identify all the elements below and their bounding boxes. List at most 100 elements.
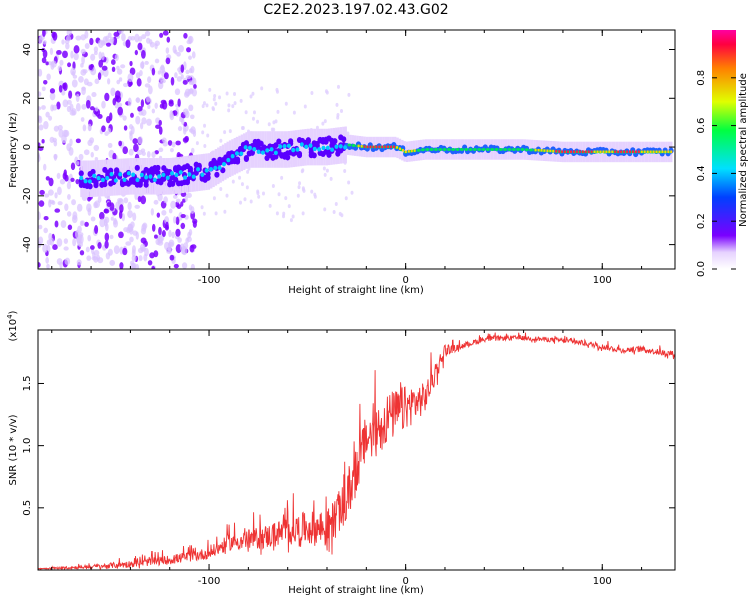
ridge-core (256, 149, 261, 155)
spectrogram-ytick-label: 20 (22, 92, 33, 105)
noise-dot (167, 245, 173, 254)
ridge-core (122, 177, 127, 183)
noise-dot (42, 40, 47, 45)
noise-dot (310, 90, 314, 95)
noise-dot (97, 257, 104, 264)
ridge-peak (569, 150, 572, 153)
noise-dot (344, 196, 348, 201)
noise-dot (169, 254, 175, 261)
noise-dot (323, 119, 327, 124)
ridge-peak (602, 150, 605, 153)
noise-dot (214, 211, 218, 216)
noise-dot (98, 51, 103, 60)
noise-dot (110, 216, 114, 221)
noise-dot (181, 118, 185, 126)
noise-dot (159, 32, 164, 38)
noise-dot (56, 101, 61, 110)
ridge-halo (285, 131, 288, 168)
ridge-core (468, 148, 473, 151)
noise-dot (284, 196, 288, 201)
noise-dot (120, 64, 126, 69)
noise-dot (88, 64, 94, 71)
noise-dot (93, 51, 98, 56)
noise-dot (132, 212, 137, 222)
noise-dot (172, 194, 178, 199)
spectrogram-frame (37, 29, 676, 270)
noise-dot (141, 151, 146, 156)
noise-dot (176, 76, 182, 82)
noise-dot (325, 168, 329, 173)
figure-title: C2E2.2023.197.02.43.G02 (263, 2, 448, 18)
noise-dot (268, 203, 272, 208)
noise-dot (93, 249, 100, 256)
ridge-core (157, 174, 162, 179)
noise-dot (181, 262, 188, 269)
noise-dot (284, 101, 288, 106)
noise-dot (80, 117, 85, 122)
ridge-core (174, 172, 179, 178)
ridge-blob (311, 152, 317, 159)
noise-dot (49, 88, 56, 94)
noise-dot (123, 197, 129, 204)
noise-dot (138, 255, 143, 262)
noise-dot (112, 98, 117, 106)
noise-dot (272, 120, 276, 125)
ridge-core (308, 143, 313, 148)
noise-dot (101, 65, 108, 71)
noise-dot (57, 124, 63, 131)
noise-dot (192, 220, 197, 228)
noise-dot (175, 228, 181, 237)
noise-dot (188, 204, 193, 211)
noise-dot (48, 177, 54, 187)
noise-dot (151, 67, 156, 76)
noise-dot (135, 97, 141, 103)
noise-dot (84, 221, 89, 227)
noise-dot (46, 73, 51, 81)
ridge-core (494, 148, 499, 151)
noise-dot (140, 195, 147, 205)
noise-dot (338, 211, 342, 216)
noise-dot (103, 208, 108, 214)
ridge-core (472, 148, 477, 151)
noise-dot (109, 36, 115, 43)
ridge-core (529, 148, 534, 152)
noise-dot (151, 151, 156, 158)
colorbar-gradient (712, 30, 736, 269)
noise-dot (38, 142, 41, 147)
noise-dot (111, 59, 116, 66)
ridge-halo (245, 132, 248, 169)
noise-dot (249, 199, 253, 204)
noise-dot (75, 93, 80, 103)
noise-dot (173, 263, 179, 269)
ridge-blob (276, 138, 282, 145)
ridge-halo (287, 131, 291, 168)
noise-dot (82, 124, 87, 132)
colorbar-tick-label: 0.2 (696, 213, 707, 229)
ridge-peak (396, 146, 399, 149)
noise-dot (155, 124, 161, 129)
noise-dot (310, 189, 314, 194)
ridge-core (113, 178, 118, 183)
noise-dot (38, 68, 43, 77)
ridge-peak (534, 148, 537, 152)
ridge-peak (546, 149, 549, 152)
noise-dot (129, 236, 134, 243)
noise-dot (80, 48, 86, 55)
ridge-peak (572, 150, 575, 153)
ridge-blob (143, 178, 149, 185)
noise-dot (176, 204, 182, 210)
ridge-peak (552, 149, 555, 153)
noise-dot (239, 98, 243, 103)
ridge-peak (372, 145, 375, 149)
noise-dot (93, 46, 99, 53)
noise-dot (146, 118, 152, 126)
noise-dot (48, 115, 53, 121)
noise-dot (246, 169, 250, 174)
noise-dot (148, 85, 153, 95)
noise-dot (186, 47, 191, 53)
noise-dot (42, 30, 46, 37)
noise-dot (172, 216, 177, 224)
noise-dot (59, 178, 66, 185)
noise-dot (71, 79, 78, 88)
noise-dot (119, 262, 124, 269)
